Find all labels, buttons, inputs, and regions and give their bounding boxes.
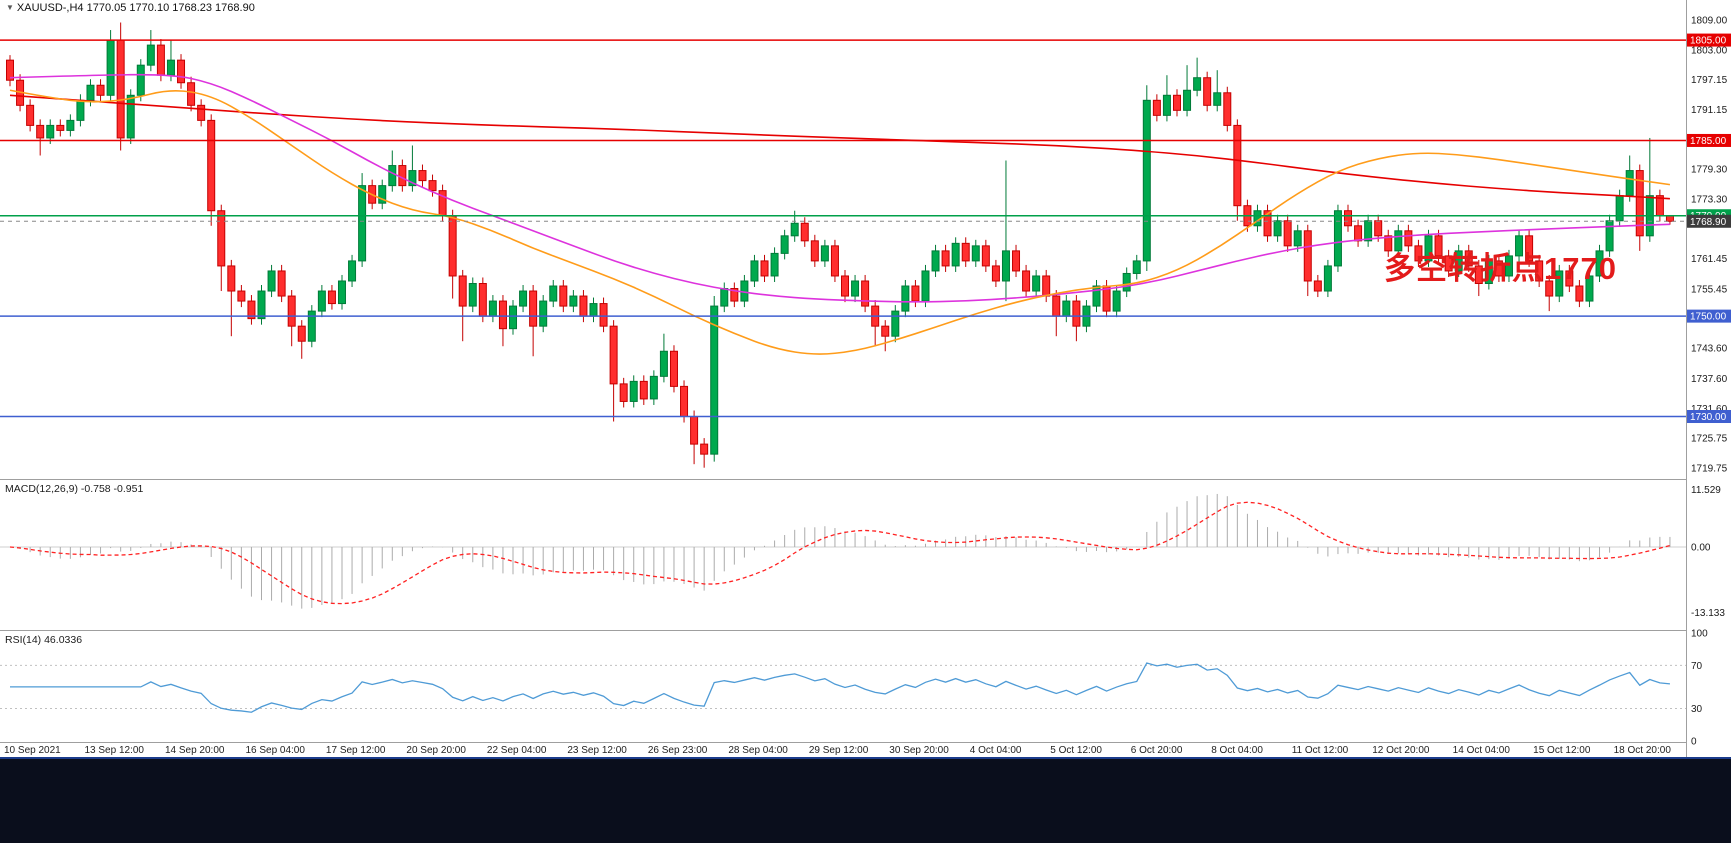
svg-text:8 Oct 04:00: 8 Oct 04:00 <box>1211 745 1263 756</box>
chart-title: ▼ XAUUSD-,H4 1770.05 1770.10 1768.23 1768… <box>6 2 255 14</box>
svg-text:30: 30 <box>1691 704 1703 715</box>
svg-text:0: 0 <box>1691 736 1697 747</box>
price-badge-1785.00: 1785.00 <box>1687 133 1731 147</box>
ma-fast <box>9 89 1671 355</box>
svg-text:1719.75: 1719.75 <box>1691 463 1728 474</box>
macd-histogram <box>19 493 1671 609</box>
ma-slow <box>9 94 1670 200</box>
price-badge-1730.00: 1730.00 <box>1687 410 1731 424</box>
svg-text:1750.00: 1750.00 <box>1690 312 1727 323</box>
svg-text:1785.00: 1785.00 <box>1690 136 1727 147</box>
svg-text:14 Sep 20:00: 14 Sep 20:00 <box>165 745 225 756</box>
rsi-label: RSI(14) 46.0336 <box>5 634 83 646</box>
price-badge-1805.00: 1805.00 <box>1687 33 1731 47</box>
svg-text:1791.15: 1791.15 <box>1691 105 1728 116</box>
candles-layer <box>6 22 1674 468</box>
svg-text:28 Sep 04:00: 28 Sep 04:00 <box>728 745 788 756</box>
svg-text:1730.00: 1730.00 <box>1690 412 1727 423</box>
svg-text:1803.00: 1803.00 <box>1691 46 1728 57</box>
footer-bar <box>0 757 1731 843</box>
svg-text:1737.60: 1737.60 <box>1691 374 1728 385</box>
svg-text:1761.45: 1761.45 <box>1691 254 1728 265</box>
svg-text:11.529: 11.529 <box>1691 485 1721 496</box>
macd-label: MACD(12,26,9) -0.758 -0.951 <box>5 483 144 495</box>
svg-text:12 Oct 20:00: 12 Oct 20:00 <box>1372 745 1430 756</box>
svg-text:1731.60: 1731.60 <box>1691 404 1728 415</box>
svg-text:1805.00: 1805.00 <box>1690 36 1727 47</box>
price-badge-1768.90: 1768.90 <box>1687 214 1731 228</box>
svg-text:13 Sep 12:00: 13 Sep 12:00 <box>84 745 144 756</box>
svg-text:1743.60: 1743.60 <box>1691 344 1728 355</box>
svg-text:18 Oct 20:00: 18 Oct 20:00 <box>1614 745 1672 756</box>
collapse-arrow-icon[interactable]: ▼ <box>6 3 14 12</box>
svg-text:1755.45: 1755.45 <box>1691 284 1728 295</box>
svg-text:10 Sep 2021: 10 Sep 2021 <box>4 745 61 756</box>
svg-text:29 Sep 12:00: 29 Sep 12:00 <box>809 745 869 756</box>
svg-text:1768.90: 1768.90 <box>1690 217 1727 228</box>
macd-signal-line <box>9 501 1671 605</box>
svg-text:4 Oct 04:00: 4 Oct 04:00 <box>970 745 1022 756</box>
svg-text:20 Sep 20:00: 20 Sep 20:00 <box>406 745 466 756</box>
svg-text:1725.75: 1725.75 <box>1691 433 1728 444</box>
svg-text:70: 70 <box>1691 661 1703 672</box>
chart-title-text: XAUUSD-,H4 1770.05 1770.10 1768.23 1768.… <box>16 2 255 14</box>
svg-text:1797.15: 1797.15 <box>1691 75 1728 86</box>
svg-text:-13.133: -13.133 <box>1691 608 1725 619</box>
ma-mid <box>9 73 1670 303</box>
price-chart-svg[interactable]: 1809.00 1803.00 1797.15 1791.15 1779.30 1773.… <box>0 0 1731 757</box>
time-axis[interactable]: 10 Sep 2021 13 Sep 12:00 14 Sep 20:00 16 Se… <box>4 745 1671 756</box>
svg-text:17 Sep 12:00: 17 Sep 12:00 <box>326 745 386 756</box>
svg-text:100: 100 <box>1691 629 1708 640</box>
svg-text:15 Oct 12:00: 15 Oct 12:00 <box>1533 745 1591 756</box>
svg-text:5 Oct 12:00: 5 Oct 12:00 <box>1050 745 1102 756</box>
svg-text:26 Sep 23:00: 26 Sep 23:00 <box>648 745 708 756</box>
svg-text:11 Oct 12:00: 11 Oct 12:00 <box>1292 745 1349 756</box>
svg-text:30 Sep 20:00: 30 Sep 20:00 <box>889 745 949 756</box>
svg-text:1773.30: 1773.30 <box>1691 195 1728 206</box>
svg-text:23 Sep 12:00: 23 Sep 12:00 <box>567 745 627 756</box>
svg-text:0.00: 0.00 <box>1691 543 1711 554</box>
price-badge-1750.00: 1750.00 <box>1687 309 1731 323</box>
svg-text:14 Oct 04:00: 14 Oct 04:00 <box>1453 745 1511 756</box>
price-axis[interactable]: 1809.00 1803.00 1797.15 1791.15 1779.30 1773.… <box>1686 0 1731 757</box>
svg-text:22 Sep 04:00: 22 Sep 04:00 <box>487 745 547 756</box>
rsi-line <box>10 662 1671 713</box>
annotation-text: 多空转折点1770 <box>1384 251 1617 286</box>
svg-text:1779.30: 1779.30 <box>1691 165 1728 176</box>
svg-text:6 Oct 20:00: 6 Oct 20:00 <box>1131 745 1183 756</box>
svg-text:1809.00: 1809.00 <box>1691 16 1728 27</box>
svg-text:16 Sep 04:00: 16 Sep 04:00 <box>245 745 305 756</box>
